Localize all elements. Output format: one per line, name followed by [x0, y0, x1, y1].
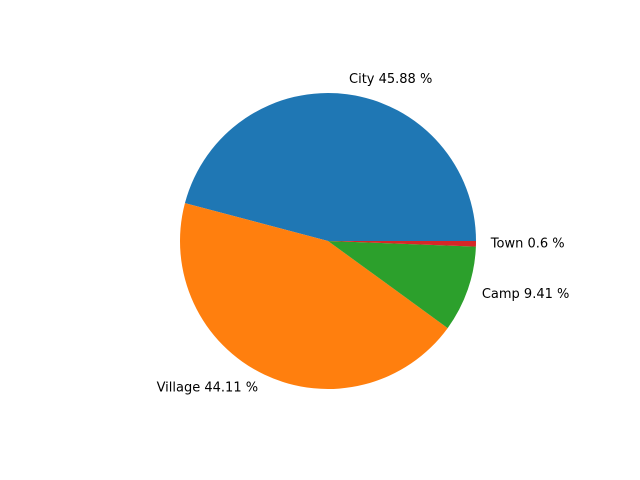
- slice-label-city: City 45.88 %: [349, 72, 432, 87]
- pie-slice-town: [328, 241, 476, 247]
- pie-slice-village: [179, 203, 448, 390]
- pie-slice-camp: [328, 241, 476, 329]
- slice-label-town: Town 0.6 %: [490, 237, 565, 252]
- pie-slice-city: [184, 92, 476, 242]
- pie-labels: City 45.88 % Village 44.11 % Camp 9.41 % To…: [157, 72, 570, 395]
- pie-slices: [179, 92, 476, 390]
- slice-label-village: Village 44.11 %: [157, 381, 259, 396]
- slice-label-camp: Camp 9.41 %: [482, 287, 570, 302]
